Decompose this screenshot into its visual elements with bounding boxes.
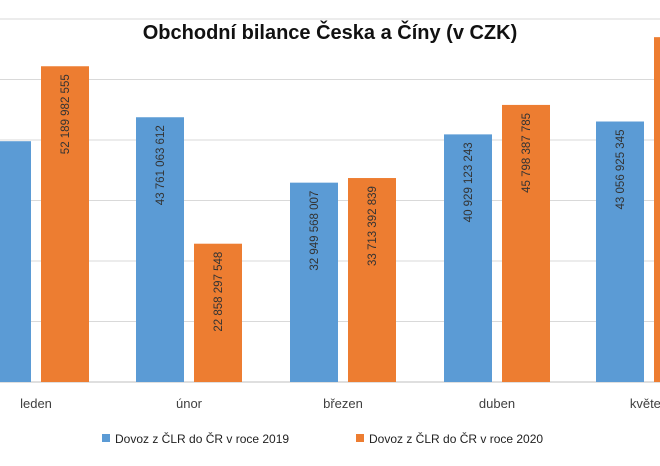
bar-2020-duben xyxy=(502,104,550,383)
bar-2019-únor xyxy=(136,117,184,382)
bar-2019-leden xyxy=(0,141,31,382)
bars xyxy=(0,37,660,383)
legend: Dovoz z ČLR do ČR v roce 2019 Dovoz z ČLR… xyxy=(102,431,543,446)
bar-2020-leden xyxy=(41,66,89,382)
data-label: 45 798 387 785 xyxy=(521,113,533,193)
legend-swatch xyxy=(356,434,364,442)
legend-label: Dovoz z ČLR do ČR v roce 2019 xyxy=(115,431,289,446)
data-label: 33 713 392 839 xyxy=(367,186,379,266)
chart-title: Obchodní bilance Česka a Číny (v CZK) xyxy=(143,20,518,44)
category-label: leden xyxy=(20,396,52,411)
data-label: 43 056 925 345 xyxy=(615,130,627,210)
bar-2019-duben xyxy=(444,134,492,382)
category-label: únor xyxy=(176,396,203,411)
category-label: březen xyxy=(323,396,363,411)
legend-swatch xyxy=(102,434,110,442)
data-label: 22 858 297 548 xyxy=(213,252,225,332)
data-label: 40 929 123 243 xyxy=(463,142,475,222)
data-label: 32 949 568 007 xyxy=(309,191,321,271)
bar-2020-březen xyxy=(348,178,396,382)
data-label: 52 189 982 555 xyxy=(60,74,72,154)
bar-2020-únor xyxy=(194,243,242,382)
category-label: květen xyxy=(630,396,660,411)
bar-2019-květen xyxy=(596,121,644,382)
category-label: duben xyxy=(479,396,515,411)
data-labels: 43 761 063 612 32 949 568 007 40 929 123 2… xyxy=(60,74,627,331)
category-labels: leden únor březen duben květen xyxy=(20,396,660,411)
data-label: 43 761 063 612 xyxy=(155,125,167,205)
legend-label: Dovoz z ČLR do ČR v roce 2020 xyxy=(369,431,543,446)
bar-2020-květen xyxy=(654,37,660,383)
bar-2019-březen xyxy=(290,182,338,382)
